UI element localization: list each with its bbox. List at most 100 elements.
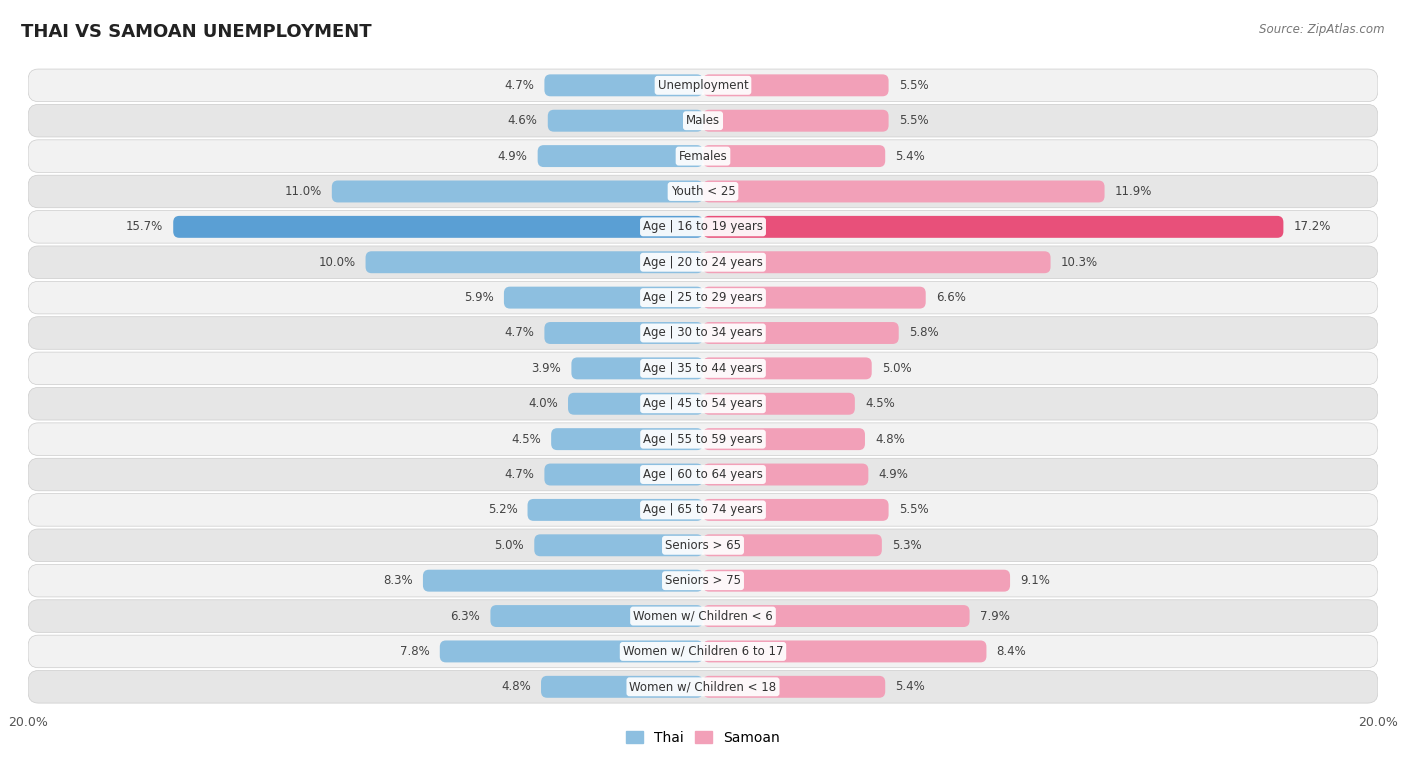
Text: Age | 20 to 24 years: Age | 20 to 24 years — [643, 256, 763, 269]
Text: Age | 55 to 59 years: Age | 55 to 59 years — [643, 433, 763, 446]
FancyBboxPatch shape — [703, 428, 865, 450]
Text: 4.8%: 4.8% — [875, 433, 905, 446]
FancyBboxPatch shape — [534, 534, 703, 556]
FancyBboxPatch shape — [503, 287, 703, 309]
Text: Seniors > 75: Seniors > 75 — [665, 574, 741, 587]
Text: 8.4%: 8.4% — [997, 645, 1026, 658]
Text: 5.0%: 5.0% — [495, 539, 524, 552]
FancyBboxPatch shape — [28, 140, 1378, 173]
Text: 5.4%: 5.4% — [896, 150, 925, 163]
Text: 11.0%: 11.0% — [284, 185, 322, 198]
Text: Age | 25 to 29 years: Age | 25 to 29 years — [643, 291, 763, 304]
Text: Age | 16 to 19 years: Age | 16 to 19 years — [643, 220, 763, 233]
FancyBboxPatch shape — [544, 463, 703, 485]
Text: Females: Females — [679, 150, 727, 163]
Text: THAI VS SAMOAN UNEMPLOYMENT: THAI VS SAMOAN UNEMPLOYMENT — [21, 23, 371, 41]
Text: 5.5%: 5.5% — [898, 114, 928, 127]
FancyBboxPatch shape — [28, 671, 1378, 703]
Text: Age | 35 to 44 years: Age | 35 to 44 years — [643, 362, 763, 375]
FancyBboxPatch shape — [703, 676, 886, 698]
FancyBboxPatch shape — [440, 640, 703, 662]
FancyBboxPatch shape — [703, 216, 1284, 238]
Text: 4.0%: 4.0% — [529, 397, 558, 410]
Text: 5.9%: 5.9% — [464, 291, 494, 304]
Text: 5.2%: 5.2% — [488, 503, 517, 516]
FancyBboxPatch shape — [28, 600, 1378, 632]
FancyBboxPatch shape — [703, 180, 1105, 202]
Text: 7.9%: 7.9% — [980, 609, 1010, 622]
Text: 5.0%: 5.0% — [882, 362, 911, 375]
Text: 5.5%: 5.5% — [898, 79, 928, 92]
Text: 3.9%: 3.9% — [531, 362, 561, 375]
FancyBboxPatch shape — [703, 570, 1010, 592]
FancyBboxPatch shape — [703, 393, 855, 415]
FancyBboxPatch shape — [28, 282, 1378, 314]
FancyBboxPatch shape — [527, 499, 703, 521]
FancyBboxPatch shape — [28, 352, 1378, 385]
FancyBboxPatch shape — [28, 529, 1378, 562]
FancyBboxPatch shape — [703, 357, 872, 379]
FancyBboxPatch shape — [551, 428, 703, 450]
FancyBboxPatch shape — [544, 322, 703, 344]
FancyBboxPatch shape — [28, 458, 1378, 491]
Text: 5.8%: 5.8% — [908, 326, 938, 339]
FancyBboxPatch shape — [541, 676, 703, 698]
Text: Seniors > 65: Seniors > 65 — [665, 539, 741, 552]
FancyBboxPatch shape — [423, 570, 703, 592]
Text: 4.5%: 4.5% — [512, 433, 541, 446]
Text: Women w/ Children < 18: Women w/ Children < 18 — [630, 681, 776, 693]
Text: Age | 65 to 74 years: Age | 65 to 74 years — [643, 503, 763, 516]
FancyBboxPatch shape — [537, 145, 703, 167]
FancyBboxPatch shape — [28, 316, 1378, 349]
Text: 9.1%: 9.1% — [1021, 574, 1050, 587]
FancyBboxPatch shape — [548, 110, 703, 132]
FancyBboxPatch shape — [544, 74, 703, 96]
Text: 4.7%: 4.7% — [505, 468, 534, 481]
FancyBboxPatch shape — [703, 322, 898, 344]
FancyBboxPatch shape — [703, 145, 886, 167]
FancyBboxPatch shape — [568, 393, 703, 415]
FancyBboxPatch shape — [28, 565, 1378, 597]
FancyBboxPatch shape — [571, 357, 703, 379]
Text: 10.0%: 10.0% — [318, 256, 356, 269]
Text: Males: Males — [686, 114, 720, 127]
FancyBboxPatch shape — [28, 104, 1378, 137]
Text: 4.6%: 4.6% — [508, 114, 537, 127]
FancyBboxPatch shape — [28, 69, 1378, 101]
Text: 4.8%: 4.8% — [501, 681, 531, 693]
FancyBboxPatch shape — [703, 605, 970, 627]
FancyBboxPatch shape — [28, 423, 1378, 456]
Text: 5.3%: 5.3% — [891, 539, 921, 552]
FancyBboxPatch shape — [703, 534, 882, 556]
FancyBboxPatch shape — [28, 494, 1378, 526]
FancyBboxPatch shape — [703, 499, 889, 521]
Text: 4.5%: 4.5% — [865, 397, 894, 410]
FancyBboxPatch shape — [28, 635, 1378, 668]
Text: Youth < 25: Youth < 25 — [671, 185, 735, 198]
Text: 11.9%: 11.9% — [1115, 185, 1152, 198]
Text: 17.2%: 17.2% — [1294, 220, 1331, 233]
Legend: Thai, Samoan: Thai, Samoan — [621, 725, 785, 750]
Text: 6.3%: 6.3% — [450, 609, 481, 622]
FancyBboxPatch shape — [703, 287, 925, 309]
Text: 4.7%: 4.7% — [505, 79, 534, 92]
Text: 15.7%: 15.7% — [127, 220, 163, 233]
Text: Age | 60 to 64 years: Age | 60 to 64 years — [643, 468, 763, 481]
FancyBboxPatch shape — [703, 251, 1050, 273]
FancyBboxPatch shape — [703, 463, 869, 485]
FancyBboxPatch shape — [28, 210, 1378, 243]
FancyBboxPatch shape — [28, 175, 1378, 207]
Text: Age | 30 to 34 years: Age | 30 to 34 years — [643, 326, 763, 339]
Text: Unemployment: Unemployment — [658, 79, 748, 92]
FancyBboxPatch shape — [28, 246, 1378, 279]
Text: 4.7%: 4.7% — [505, 326, 534, 339]
Text: 4.9%: 4.9% — [498, 150, 527, 163]
Text: 5.4%: 5.4% — [896, 681, 925, 693]
FancyBboxPatch shape — [703, 110, 889, 132]
FancyBboxPatch shape — [173, 216, 703, 238]
Text: Source: ZipAtlas.com: Source: ZipAtlas.com — [1260, 23, 1385, 36]
Text: 5.5%: 5.5% — [898, 503, 928, 516]
FancyBboxPatch shape — [491, 605, 703, 627]
Text: 10.3%: 10.3% — [1060, 256, 1098, 269]
Text: 7.8%: 7.8% — [399, 645, 430, 658]
